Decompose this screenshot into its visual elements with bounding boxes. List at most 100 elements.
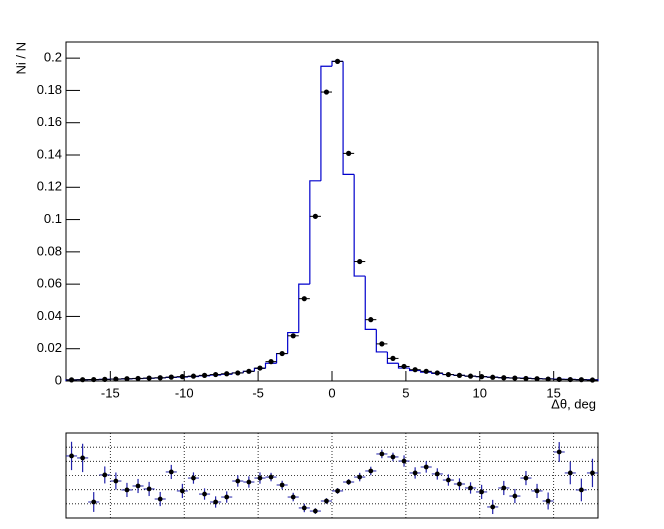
data-point (545, 498, 551, 504)
data-point (312, 508, 318, 514)
data-point (346, 479, 352, 485)
data-point (324, 498, 329, 504)
data-point (423, 464, 429, 470)
data-point (490, 504, 496, 510)
data-point (224, 494, 230, 500)
data-point (301, 296, 307, 302)
data-point (168, 469, 174, 475)
data-point (379, 341, 385, 347)
x-tick-label: 5 (402, 385, 409, 400)
data-point (102, 472, 108, 478)
y-tick-label: 0.18 (37, 82, 62, 97)
data-point (501, 485, 507, 491)
data-point (534, 376, 540, 382)
data-point (567, 470, 573, 476)
data-point (246, 479, 252, 485)
data-point (279, 482, 285, 488)
data-point (390, 355, 396, 361)
data-point (179, 488, 185, 494)
data-point (589, 377, 596, 383)
data-point (457, 481, 462, 487)
y-axis-label: Ni / N (13, 42, 28, 75)
data-point (257, 365, 263, 371)
data-point (357, 258, 363, 265)
data-point (312, 213, 318, 219)
x-tick-label: -15 (101, 385, 120, 400)
data-point (213, 371, 219, 378)
data-point (113, 376, 119, 382)
y-tick-label: 0.12 (37, 179, 62, 194)
data-point (290, 494, 296, 500)
data-point (556, 449, 562, 455)
x-tick-label: -10 (175, 385, 194, 400)
data-point (202, 491, 207, 497)
data-point (191, 475, 196, 481)
histogram-bin (309, 180, 321, 285)
x-tick-label: 15 (546, 385, 560, 400)
data-point (434, 370, 440, 376)
data-point (168, 374, 174, 380)
data-point (224, 371, 230, 377)
data-point (68, 377, 75, 383)
data-point (556, 376, 562, 382)
histogram-bin (364, 276, 377, 330)
histogram-bin (386, 351, 399, 364)
data-point (590, 470, 595, 476)
data-point (235, 370, 241, 376)
data-point (124, 487, 130, 493)
histogram-bin (287, 331, 299, 354)
data-point (490, 374, 496, 380)
y-tick-label: 0.06 (37, 276, 62, 291)
data-point (523, 375, 529, 382)
data-point (545, 376, 551, 382)
data-point (146, 486, 152, 492)
histogram-bin (298, 283, 310, 333)
data-point (390, 454, 396, 460)
data-point (157, 496, 163, 502)
data-point (257, 475, 263, 481)
data-point (80, 455, 86, 461)
data-point (157, 375, 163, 381)
data-point (113, 478, 119, 484)
data-point (401, 363, 407, 370)
data-point (190, 373, 197, 379)
data-point (135, 483, 141, 489)
data-point (80, 377, 86, 383)
data-point (412, 470, 418, 476)
data-point (102, 376, 108, 382)
data-point (434, 471, 440, 477)
data-point (368, 468, 374, 474)
data-point (578, 377, 584, 383)
x-tick-label: -5 (252, 385, 264, 400)
data-point (479, 374, 485, 380)
data-point (179, 374, 185, 380)
data-point (567, 376, 573, 383)
data-point (279, 350, 285, 357)
data-point (91, 376, 97, 383)
y-tick-label: 0.02 (37, 340, 62, 355)
histogram-bin (375, 329, 388, 353)
data-point (213, 499, 219, 505)
data-point (401, 458, 407, 464)
data-point (124, 376, 130, 382)
data-point (246, 368, 252, 374)
y-tick-label: 0.04 (37, 308, 62, 323)
data-point (91, 499, 97, 505)
data-point (268, 359, 274, 365)
data-point (468, 485, 473, 491)
x-axis-label: Δθ, deg (551, 396, 596, 411)
y-tick-label: 0 (55, 372, 62, 387)
data-point (467, 373, 474, 379)
data-point (268, 474, 274, 480)
data-point (412, 367, 418, 373)
data-point (301, 505, 307, 511)
data-point (69, 453, 74, 459)
data-point (379, 451, 385, 457)
data-point (368, 317, 374, 323)
x-tick-label: 0 (328, 385, 335, 400)
data-point (334, 58, 341, 64)
data-point (445, 371, 451, 378)
data-point (534, 488, 540, 494)
y-tick-label: 0.14 (37, 146, 62, 161)
